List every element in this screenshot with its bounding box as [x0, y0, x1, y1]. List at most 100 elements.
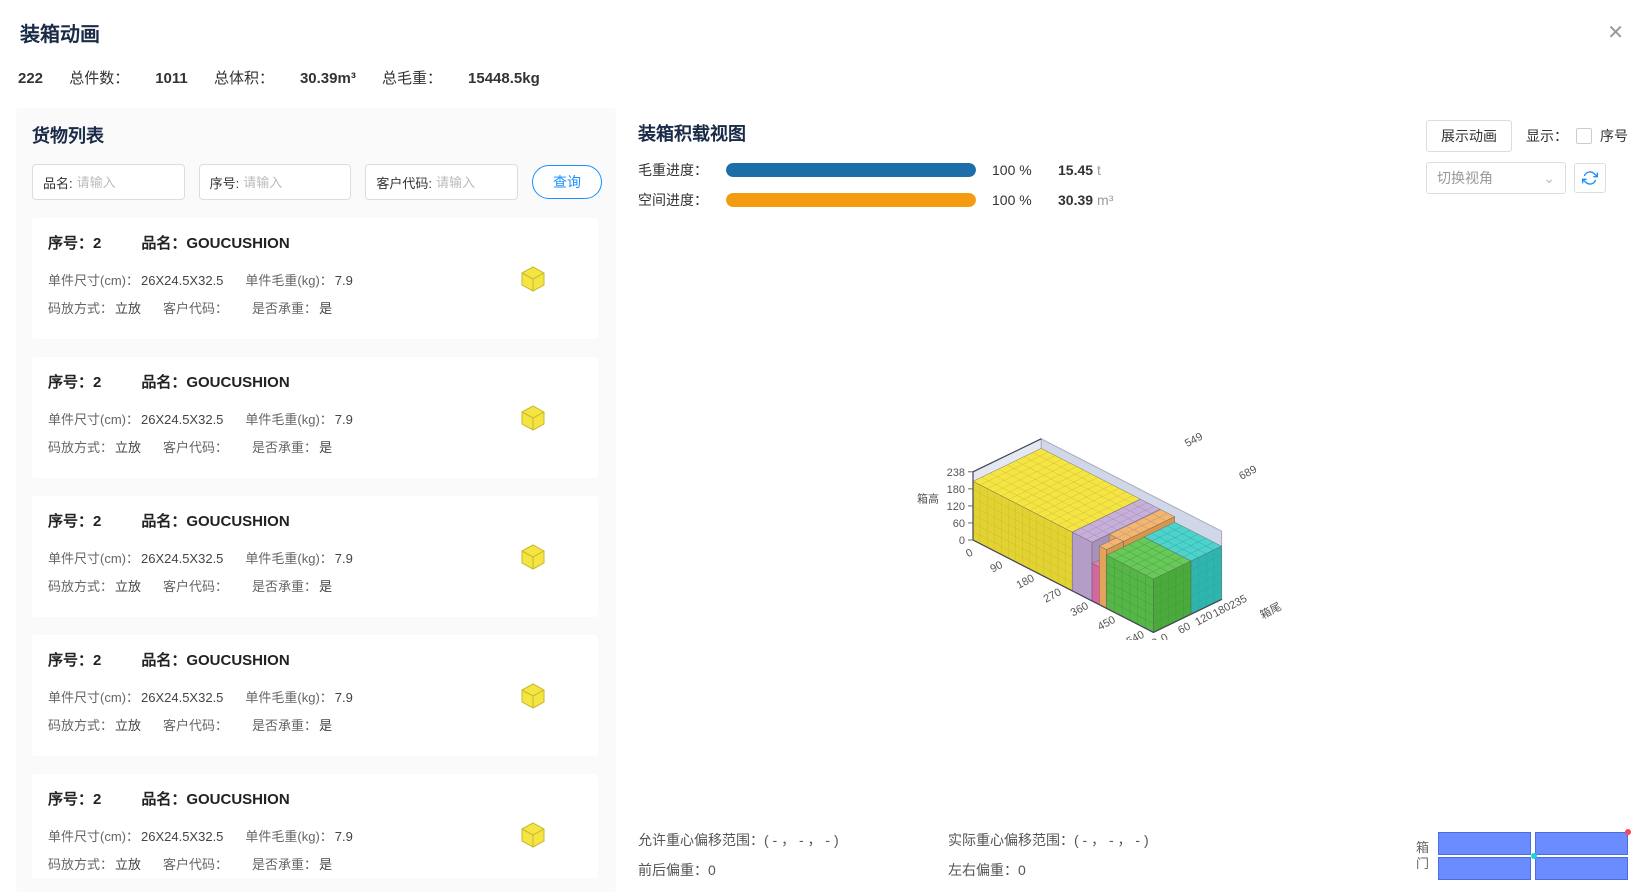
cargo-item[interactable]: 序号：2 品名：GOUCUSHION 单件尺寸(cm)：26X24.5X32.5…	[32, 635, 598, 756]
cargo-item[interactable]: 序号：2 品名：GOUCUSHION 单件尺寸(cm)：26X24.5X32.5…	[32, 218, 598, 339]
cargo-seq: 序号：2	[48, 649, 101, 670]
mini-door-label: 箱门	[1416, 840, 1432, 872]
mini-container-view	[1438, 832, 1628, 880]
summary-qty-label: 总件数：	[69, 70, 129, 87]
view-select[interactable]: 切换视角 ⌄	[1426, 162, 1566, 194]
space-progress-label: 空间进度：	[638, 190, 710, 210]
weight-progress-val: 15.45	[1058, 162, 1093, 178]
cargo-item[interactable]: 序号：2 品名：GOUCUSHION 单件尺寸(cm)：26X24.5X32.5…	[32, 496, 598, 617]
viz-title: 装箱积载视图	[638, 120, 1113, 146]
space-progress-unit: m³	[1097, 192, 1113, 208]
container-3d-view[interactable]: 060120180238箱高09018027036045054058906012…	[638, 260, 1628, 640]
box-icon	[518, 680, 548, 710]
allow-offset-label: 允许重心偏移范围：	[638, 832, 764, 848]
filter-name: 品名:	[32, 164, 185, 200]
space-progress-pct: 100 %	[992, 192, 1042, 208]
page-title: 装箱动画	[20, 18, 100, 47]
filter-seq: 序号:	[199, 164, 352, 200]
cargo-dim: 单件尺寸(cm)：26X24.5X32.5	[48, 545, 223, 573]
weight-progress-unit: t	[1097, 162, 1101, 178]
cargo-seq: 序号：2	[48, 232, 101, 253]
cargo-unitweight: 单件毛重(kg)：7.9	[245, 406, 352, 434]
filter-cust: 客户代码:	[365, 164, 518, 200]
svg-text:450: 450	[1096, 614, 1118, 633]
summary-vol-label: 总体积：	[214, 70, 274, 87]
svg-text:120: 120	[947, 501, 965, 513]
cargo-panel: 货物列表 品名: 序号: 客户代码: 查询 序号：2 品名：GOUCUSHION…	[16, 108, 616, 892]
cargo-placement: 码放方式：立放	[48, 434, 141, 462]
cargo-name: 品名：GOUCUSHION	[141, 649, 289, 670]
weight-progress: 毛重进度： 100 % 15.45t	[638, 160, 1113, 180]
svg-text:360: 360	[1069, 600, 1091, 619]
svg-text:90: 90	[988, 559, 1004, 575]
cargo-cust: 客户代码：	[163, 573, 230, 601]
filter-cust-input[interactable]	[436, 175, 507, 190]
cargo-bearing: 是否承重：是	[252, 295, 332, 323]
cargo-dim: 单件尺寸(cm)：26X24.5X32.5	[48, 406, 223, 434]
lr-offset-val: 0	[1018, 862, 1026, 878]
refresh-icon	[1582, 170, 1598, 186]
allow-offset-val: ( - ， - ， - )	[764, 832, 839, 848]
cargo-unitweight: 单件毛重(kg)：7.9	[245, 684, 352, 712]
svg-text:549: 549	[1183, 431, 1205, 450]
cargo-placement: 码放方式：立放	[48, 573, 141, 601]
cargo-panel-title: 货物列表	[32, 122, 602, 148]
refresh-button[interactable]	[1574, 163, 1606, 193]
svg-text:箱高: 箱高	[917, 491, 939, 505]
box-icon	[518, 263, 548, 293]
cargo-seq: 序号：2	[48, 510, 101, 531]
cargo-seq: 序号：2	[48, 788, 101, 809]
summary-weight: 15448.5kg	[468, 70, 540, 87]
cargo-unitweight: 单件毛重(kg)：7.9	[245, 545, 352, 573]
cargo-list[interactable]: 序号：2 品名：GOUCUSHION 单件尺寸(cm)：26X24.5X32.5…	[32, 218, 602, 878]
cargo-name: 品名：GOUCUSHION	[141, 371, 289, 392]
filter-name-input[interactable]	[77, 175, 174, 190]
filter-seq-input[interactable]	[243, 175, 340, 190]
cargo-placement: 码放方式：立放	[48, 295, 141, 323]
svg-text:0: 0	[1159, 632, 1170, 640]
svg-text:0: 0	[959, 535, 965, 547]
fb-offset-val: 0	[708, 862, 716, 878]
cargo-bearing: 是否承重：是	[252, 712, 332, 740]
show-seq-checkbox[interactable]	[1576, 128, 1592, 144]
filter-name-label: 品名:	[43, 173, 73, 192]
svg-text:689: 689	[1237, 463, 1259, 482]
cargo-name: 品名：GOUCUSHION	[141, 788, 289, 809]
svg-text:270: 270	[1042, 586, 1064, 605]
close-icon[interactable]: ✕	[1603, 16, 1628, 49]
viz-panel: 装箱积载视图 毛重进度： 100 % 15.45t 空间进度： 100 % 30…	[616, 108, 1636, 892]
cargo-name: 品名：GOUCUSHION	[141, 232, 289, 253]
svg-text:60: 60	[953, 518, 965, 530]
summary-id: 222	[18, 70, 43, 87]
weight-progress-pct: 100 %	[992, 162, 1042, 178]
actual-offset-label: 实际重心偏移范围：	[948, 832, 1074, 848]
query-button[interactable]: 查询	[532, 165, 602, 199]
svg-text:540: 540	[1125, 629, 1147, 640]
weight-progress-label: 毛重进度：	[638, 160, 710, 180]
space-progress: 空间进度： 100 % 30.39m³	[638, 190, 1113, 210]
cargo-cust: 客户代码：	[163, 851, 230, 878]
svg-text:箱尾: 箱尾	[1257, 599, 1283, 622]
cargo-dim: 单件尺寸(cm)：26X24.5X32.5	[48, 823, 223, 851]
cargo-item[interactable]: 序号：2 品名：GOUCUSHION 单件尺寸(cm)：26X24.5X32.5…	[32, 357, 598, 478]
show-label: 显示：	[1526, 126, 1568, 146]
summary-qty: 1011	[155, 70, 188, 87]
play-animation-button[interactable]: 展示动画	[1426, 120, 1512, 152]
cargo-cust: 客户代码：	[163, 434, 230, 462]
actual-offset-val: ( - ， - ， - )	[1074, 832, 1149, 848]
cargo-cust: 客户代码：	[163, 295, 230, 323]
cargo-unitweight: 单件毛重(kg)：7.9	[245, 267, 352, 295]
filter-cust-label: 客户代码:	[376, 173, 432, 192]
svg-text:180: 180	[1015, 572, 1037, 591]
cargo-bearing: 是否承重：是	[252, 434, 332, 462]
cargo-item[interactable]: 序号：2 品名：GOUCUSHION 单件尺寸(cm)：26X24.5X32.5…	[32, 774, 598, 878]
cargo-dim: 单件尺寸(cm)：26X24.5X32.5	[48, 684, 223, 712]
cargo-unitweight: 单件毛重(kg)：7.9	[245, 823, 352, 851]
box-icon	[518, 819, 548, 849]
space-progress-val: 30.39	[1058, 192, 1093, 208]
svg-text:238: 238	[947, 467, 965, 479]
cargo-bearing: 是否承重：是	[252, 851, 332, 878]
svg-text:0: 0	[964, 547, 975, 560]
summary-vol: 30.39m³	[300, 70, 356, 87]
box-icon	[518, 541, 548, 571]
